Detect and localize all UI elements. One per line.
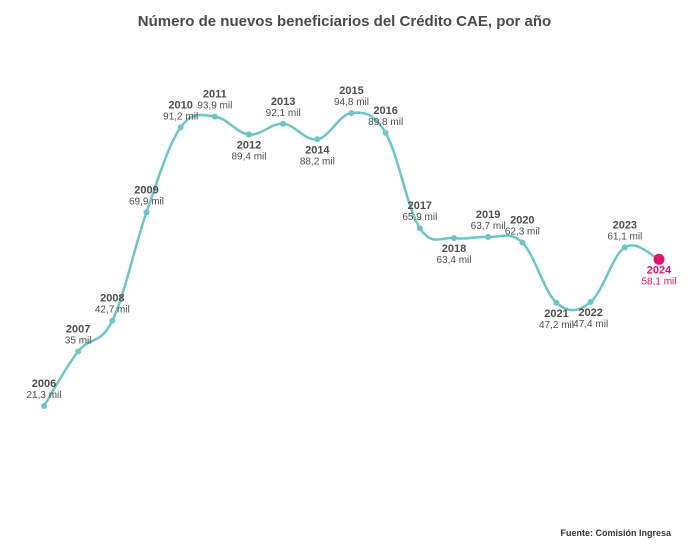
year-label-2024: 2024 xyxy=(647,264,672,276)
year-label-2015: 2015 xyxy=(339,85,363,97)
value-label-2018: 63,4 mil xyxy=(436,255,471,266)
value-label-2021: 47,2 mil xyxy=(539,320,574,331)
data-point-2013 xyxy=(280,120,287,127)
value-label-2011: 93,9 mil xyxy=(197,101,232,112)
value-label-2010: 91,2 mil xyxy=(163,111,198,122)
value-label-2017: 65,9 mil xyxy=(402,212,437,223)
data-point-2017 xyxy=(416,225,423,232)
year-label-2008: 2008 xyxy=(100,293,124,305)
year-label-2012: 2012 xyxy=(237,140,261,152)
value-label-2022: 47,4 mil xyxy=(573,319,608,330)
year-label-2023: 2023 xyxy=(613,219,637,231)
value-label-2007: 35 mil xyxy=(65,335,92,346)
data-point-2024 xyxy=(653,253,665,265)
value-label-2015: 94,8 mil xyxy=(334,97,369,108)
value-label-2008: 42,7 mil xyxy=(95,305,130,316)
data-point-2006 xyxy=(41,403,47,409)
value-label-2014: 88,2 mil xyxy=(300,156,335,167)
year-label-2022: 2022 xyxy=(578,307,602,319)
year-label-2007: 2007 xyxy=(66,323,90,335)
data-point-2021 xyxy=(553,299,560,306)
year-label-2016: 2016 xyxy=(373,105,397,117)
data-point-2009 xyxy=(143,209,150,216)
data-point-2023 xyxy=(621,244,628,251)
chart-title: Número de nuevos beneficiarios del Crédi… xyxy=(137,13,552,30)
value-label-2012: 89,4 mil xyxy=(231,152,266,163)
source-note: Fuente: Comisión Ingresa xyxy=(560,528,671,538)
data-point-2014 xyxy=(314,136,321,143)
value-label-2020: 62,3 mil xyxy=(505,227,540,238)
year-label-2019: 2019 xyxy=(476,209,500,221)
data-point-2022 xyxy=(587,298,594,305)
value-label-2019: 63,7 mil xyxy=(471,221,506,232)
year-label-2006: 2006 xyxy=(32,378,56,390)
data-point-2016 xyxy=(382,129,389,136)
data-point-2015 xyxy=(348,110,355,116)
data-point-2011 xyxy=(211,113,218,120)
data-point-2018 xyxy=(451,235,457,242)
value-label-2016: 89,8 mil xyxy=(368,117,403,128)
year-label-2018: 2018 xyxy=(442,243,466,255)
data-point-2020 xyxy=(519,239,526,246)
data-point-2007 xyxy=(75,348,82,355)
series-line xyxy=(42,111,660,407)
value-label-2006: 21,3 mil xyxy=(26,390,61,401)
year-label-2020: 2020 xyxy=(510,215,534,227)
year-label-2021: 2021 xyxy=(544,308,568,320)
data-point-2019 xyxy=(485,233,492,240)
data-point-2012 xyxy=(246,131,252,138)
year-label-2011: 2011 xyxy=(203,89,227,101)
value-label-2013: 92,1 mil xyxy=(266,108,301,119)
year-label-2017: 2017 xyxy=(408,200,432,212)
data-point-2008 xyxy=(109,317,116,324)
value-label-2024: 58,1 mil xyxy=(641,276,676,287)
year-label-2013: 2013 xyxy=(271,96,295,108)
value-label-2023: 61,1 mil xyxy=(607,231,642,242)
year-label-2010: 2010 xyxy=(168,99,192,111)
value-label-2009: 69,9 mil xyxy=(129,196,164,207)
year-label-2014: 2014 xyxy=(305,144,330,156)
year-label-2009: 2009 xyxy=(134,184,158,196)
data-point-2010 xyxy=(177,124,184,131)
